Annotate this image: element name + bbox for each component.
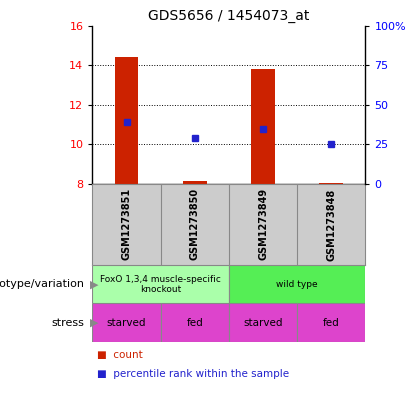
Text: fed: fed — [186, 318, 203, 328]
Text: ▶: ▶ — [90, 318, 99, 328]
Text: starved: starved — [243, 318, 283, 328]
Text: ■  count: ■ count — [97, 350, 142, 360]
Text: stress: stress — [51, 318, 84, 328]
Text: ▶: ▶ — [90, 279, 99, 289]
Text: wild type: wild type — [276, 280, 318, 289]
Text: fed: fed — [323, 318, 340, 328]
Bar — [92, 303, 161, 342]
Bar — [319, 183, 343, 184]
Text: starved: starved — [107, 318, 146, 328]
Title: GDS5656 / 1454073_at: GDS5656 / 1454073_at — [148, 9, 310, 23]
Bar — [161, 303, 229, 342]
Text: GSM1273849: GSM1273849 — [258, 188, 268, 261]
Bar — [297, 303, 365, 342]
Bar — [115, 57, 139, 184]
Text: genotype/variation: genotype/variation — [0, 279, 84, 289]
Bar — [183, 181, 207, 184]
Text: GSM1273851: GSM1273851 — [121, 188, 131, 261]
Text: ■  percentile rank within the sample: ■ percentile rank within the sample — [97, 369, 289, 379]
Bar — [92, 265, 229, 303]
Text: GSM1273848: GSM1273848 — [326, 188, 336, 261]
Bar — [229, 303, 297, 342]
Text: FoxO 1,3,4 muscle-specific
knockout: FoxO 1,3,4 muscle-specific knockout — [100, 275, 221, 294]
Bar — [251, 69, 275, 184]
Bar — [229, 265, 365, 303]
Text: GSM1273850: GSM1273850 — [190, 188, 200, 261]
